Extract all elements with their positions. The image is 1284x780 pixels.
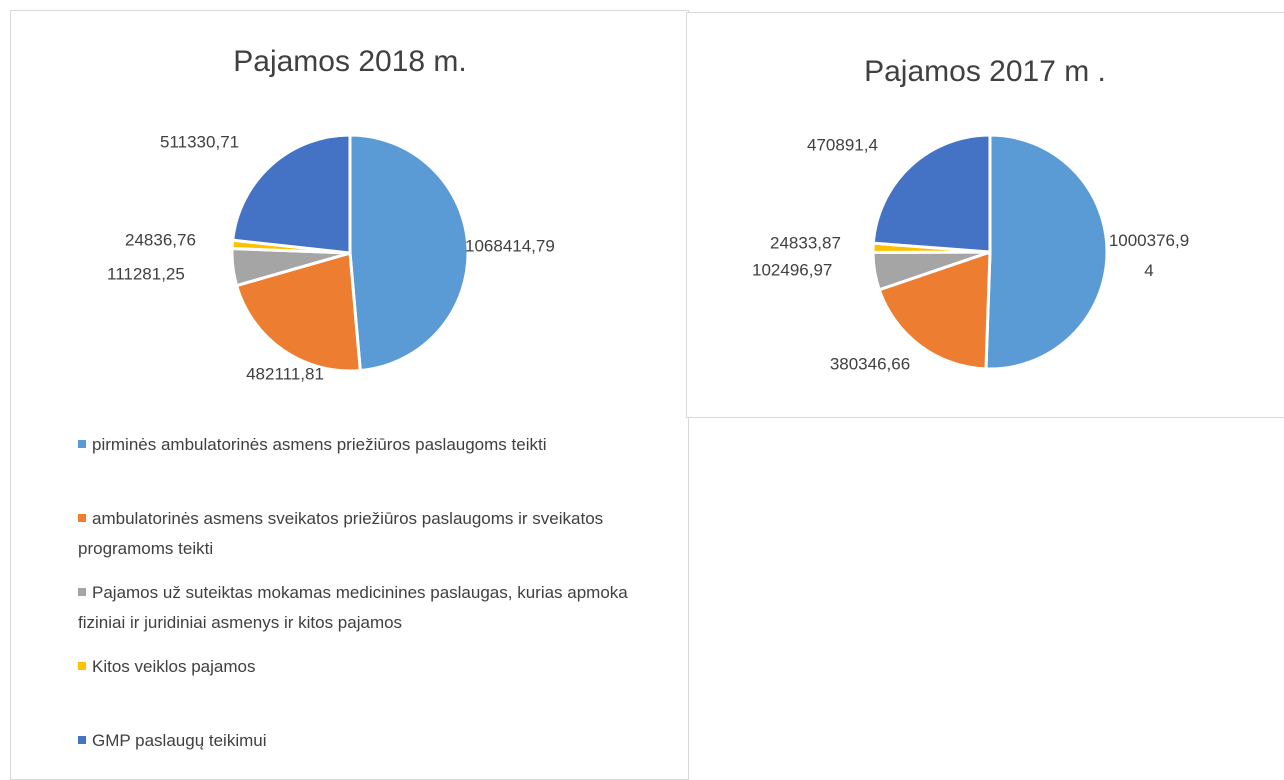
legend-swatch bbox=[78, 514, 86, 522]
legend-label: Pajamos už suteiktas mokamas medicinines… bbox=[78, 583, 628, 632]
data-label: 24833,87 bbox=[770, 233, 841, 252]
data-label: 24836,76 bbox=[125, 230, 196, 249]
legend-item: Kitos veiklos pajamos bbox=[78, 652, 668, 682]
data-label: 111281,25 bbox=[107, 264, 185, 283]
data-label: 470891,4 bbox=[807, 135, 878, 154]
legend-item: pirminės ambulatorinės asmens priežiūros… bbox=[78, 430, 668, 460]
legend-swatch bbox=[78, 440, 86, 448]
data-label: 380346,66 bbox=[830, 354, 910, 373]
pie-slice bbox=[348, 133, 470, 373]
data-label: 102496,97 bbox=[752, 260, 832, 279]
legend-item: Pajamos už suteiktas mokamas medicinines… bbox=[78, 578, 668, 638]
legend-label: ambulatorinės asmens sveikatos priežiūro… bbox=[78, 509, 604, 558]
data-label: 482111,81 bbox=[246, 364, 324, 383]
legend-label: GMP paslaugų teikimui bbox=[92, 731, 267, 750]
legend-item: GMP paslaugų teikimui bbox=[78, 726, 668, 756]
legend-swatch bbox=[78, 662, 86, 670]
legend-label: pirminės ambulatorinės asmens priežiūros… bbox=[92, 435, 547, 454]
legend-item: ambulatorinės asmens sveikatos priežiūro… bbox=[78, 504, 668, 564]
pie-slice bbox=[871, 133, 992, 254]
chart-title: Pajamos 2017 m . bbox=[864, 55, 1106, 88]
chart-title: Pajamos 2018 m. bbox=[233, 45, 466, 78]
data-label: 1068414,79 bbox=[465, 236, 555, 255]
data-label: 1000376,94 bbox=[1108, 231, 1190, 280]
pie-slice bbox=[984, 133, 1109, 371]
legend-label: Kitos veiklos pajamos bbox=[92, 657, 256, 676]
pie-slice bbox=[234, 251, 362, 373]
data-label: 511330,71 bbox=[160, 132, 239, 151]
pie-slice bbox=[231, 133, 352, 255]
legend-swatch bbox=[78, 588, 86, 596]
legend-swatch bbox=[78, 736, 86, 744]
